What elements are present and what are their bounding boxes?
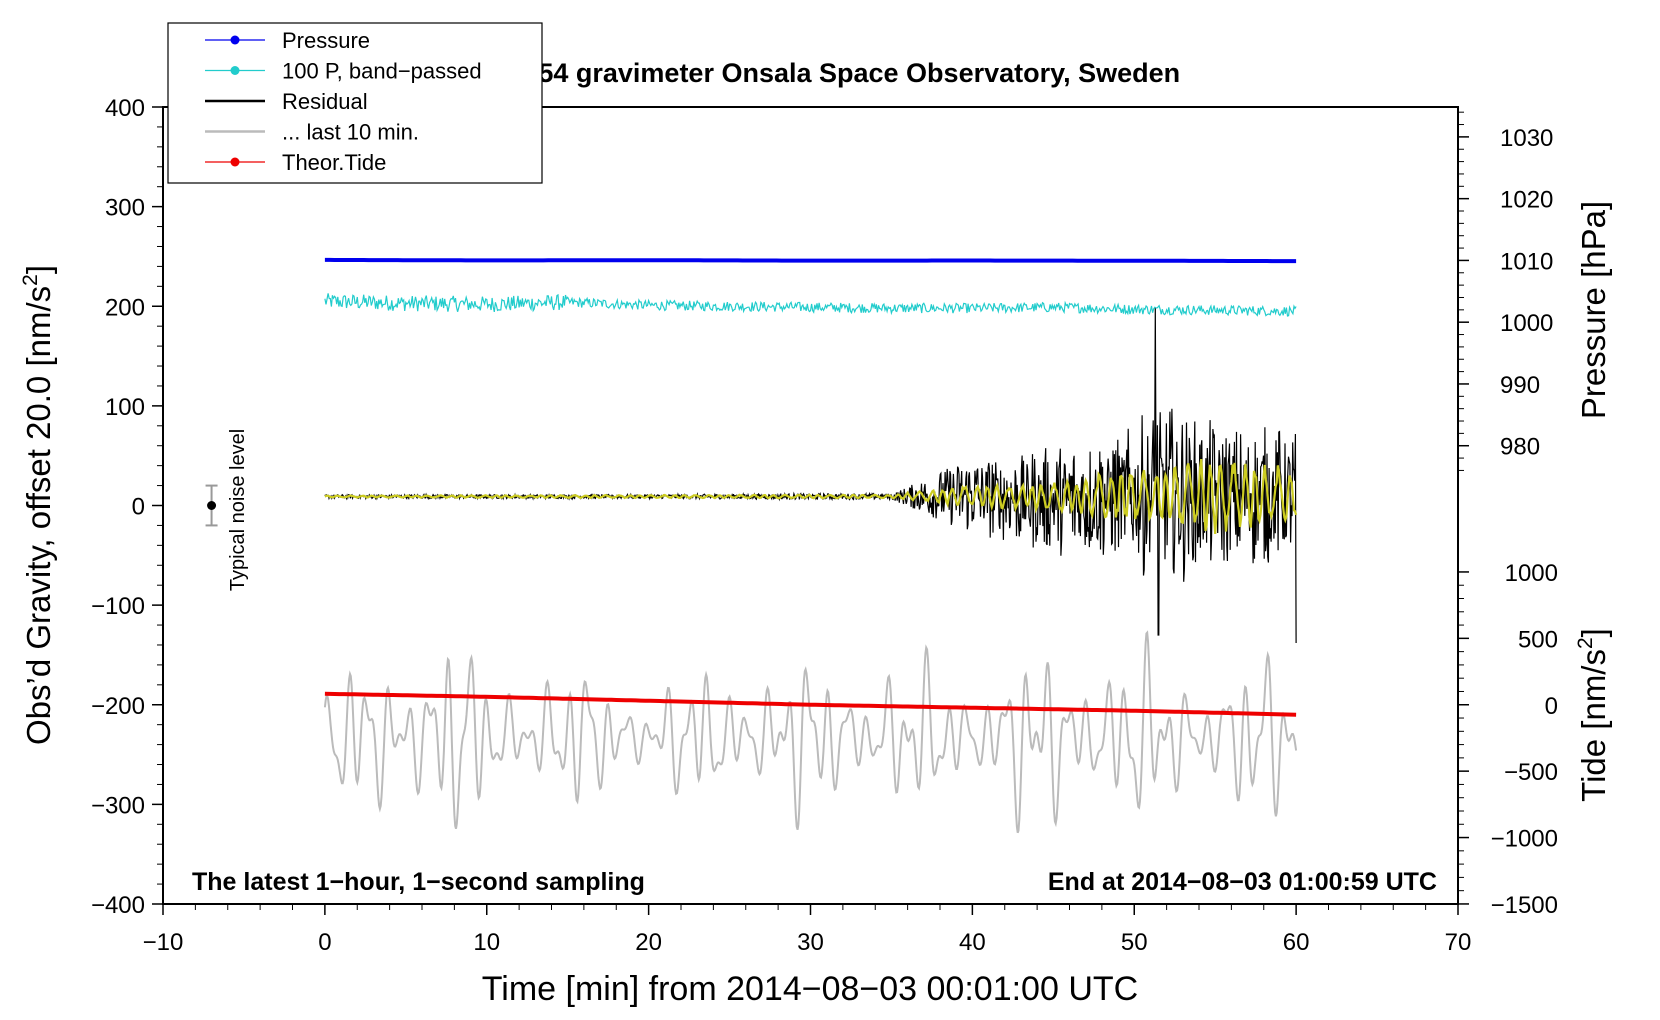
pressure-tick-label: 980 [1500, 434, 1540, 461]
legend-label: 100 P, band−passed [282, 59, 482, 84]
x-tick-label: 60 [1283, 929, 1310, 956]
y-axis-label-tide-sup: 2 [1574, 637, 1597, 649]
annotation-end-time: End at 2014−08−03 01:00:59 UTC [1048, 868, 1437, 896]
pressure-tick-label: 1020 [1500, 187, 1553, 214]
y-axis-label-main: Obs’d Gravity, offset 20.0 [nm/s2] [19, 265, 57, 745]
legend-box [167, 22, 543, 184]
legend-marker [230, 35, 240, 45]
y-axis-label-pressure: Pressure [hPa] [1575, 201, 1612, 419]
legend-label: Pressure [282, 28, 370, 53]
series-theoretical-tide [324, 691, 1297, 717]
y-tick-label: −300 [91, 792, 145, 819]
tide-tick-label: 1000 [1505, 560, 1558, 587]
y-tick-label: 100 [105, 394, 145, 421]
tide-tick-label: 500 [1518, 626, 1558, 653]
y-tick-label: 0 [132, 494, 145, 521]
y-axis-label-tide: Tide [nm/s2] [1574, 628, 1612, 802]
legend-label: Theor.Tide [282, 150, 386, 175]
x-tick-label: 50 [1121, 929, 1148, 956]
x-tick-label: −10 [143, 929, 184, 956]
y-tick-label: −100 [91, 593, 145, 620]
legend: Pressure 100 P, band−passed Residual ... la… [167, 22, 543, 184]
noise-point [207, 501, 217, 510]
x-tick-label: 40 [959, 929, 986, 956]
series-group [205, 257, 1298, 834]
pressure-tick-label: 1000 [1500, 310, 1553, 337]
series-last-10-min [323, 630, 1298, 834]
legend-marker [230, 157, 240, 167]
y-tick-label: 200 [105, 294, 145, 321]
x-tick-label: 20 [635, 929, 662, 956]
pressure-tick-label: 1010 [1500, 248, 1553, 275]
y-tick-label: 300 [105, 195, 145, 222]
series-residual [324, 308, 1297, 644]
annotation-sampling: The latest 1−hour, 1−second sampling [192, 868, 645, 896]
series-pressure [324, 257, 1297, 264]
x-tick-label: 30 [797, 929, 824, 956]
x-axis-label: Time [min] from 2014−08−03 00:01:00 UTC [482, 970, 1138, 1008]
legend-label: Residual [282, 89, 368, 114]
legend-marker [230, 66, 240, 75]
legend-entries: Pressure 100 P, band−passed Residual ... la… [205, 28, 482, 175]
y-tick-label: −400 [91, 892, 145, 919]
tide-tick-label: −1500 [1491, 892, 1558, 919]
tide-tick-label: −500 [1504, 759, 1558, 786]
series-filtered-residual [324, 458, 1298, 534]
y-axis-label-main-sup: 2 [19, 274, 42, 286]
pressure-tick-label: 1030 [1500, 125, 1553, 152]
tide-tick-label: 0 [1545, 693, 1558, 720]
pressure-tick-label: 990 [1500, 372, 1540, 399]
series-band-passed-pressure [324, 293, 1297, 317]
tide-tick-label: −1000 [1491, 826, 1558, 853]
noise-level-label: Typical noise level [227, 429, 249, 591]
y-tick-label: −200 [91, 693, 145, 720]
x-tick-label: 10 [473, 929, 500, 956]
axes-ticks: −10 0 10 20 30 40 50 60 704003002001000−100−200−… [91, 95, 1558, 956]
y-tick-label: 400 [105, 95, 145, 122]
x-tick-label: 0 [318, 929, 331, 956]
legend-label: ... last 10 min. [282, 120, 419, 145]
chart-title: SCG_054 gravimeter Onsala Space Observat… [450, 58, 1180, 88]
x-tick-label: 70 [1445, 929, 1472, 956]
